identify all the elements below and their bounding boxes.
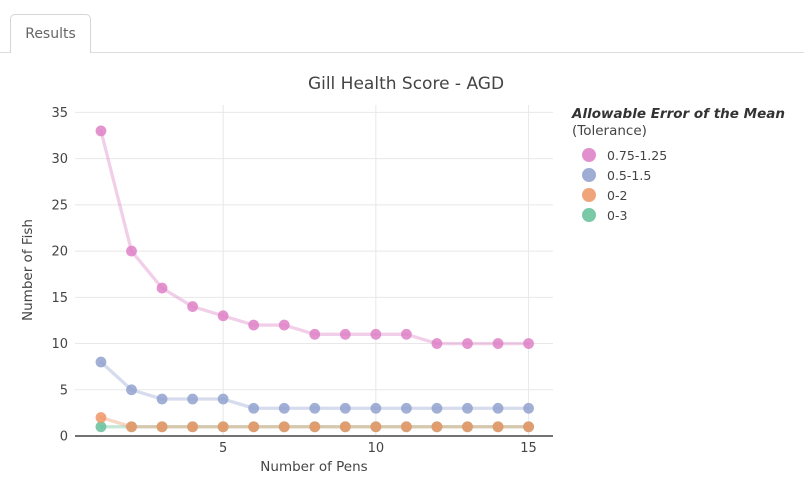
line-chart: 0 5 10 15 20 25 30 35 5 10 15 Gill Health Score - …	[20, 74, 553, 475]
data-point-marker	[431, 338, 443, 349]
data-point-marker	[309, 328, 321, 340]
x-tick-label: 10	[368, 441, 385, 456]
data-point-marker	[431, 402, 443, 414]
data-point-marker	[156, 393, 168, 405]
data-point-marker	[523, 402, 534, 414]
data-point-marker	[400, 402, 412, 414]
legend-item[interactable]: 0.75-1.25	[570, 145, 800, 165]
legend-item[interactable]: 0-2	[570, 185, 800, 205]
legend-label: 0.75-1.25	[607, 147, 668, 163]
data-point-marker	[309, 402, 321, 414]
y-axis-title: Number of Fish	[20, 219, 36, 321]
tab-results-label: Results	[25, 26, 76, 42]
data-point-marker	[400, 328, 412, 340]
data-point-marker	[126, 245, 137, 257]
data-point-marker	[339, 421, 351, 433]
x-axis-title: Number of Pens	[260, 459, 367, 475]
data-point-marker	[278, 421, 290, 433]
data-point-marker	[523, 421, 534, 433]
data-point-marker	[523, 338, 534, 349]
y-tick-label: 10	[51, 337, 68, 352]
data-point-marker	[462, 402, 473, 414]
data-point-marker	[248, 319, 260, 331]
data-point-marker	[187, 393, 198, 405]
chart-panel: 0 5 10 15 20 25 30 35 5 10 15 Gill Health Score - …	[0, 53, 804, 491]
data-point-marker	[492, 402, 504, 414]
data-point-marker	[370, 328, 382, 340]
y-tick-label: 25	[51, 198, 68, 213]
legend-swatch-icon	[582, 168, 596, 182]
tab-bar: Results	[0, 0, 804, 53]
data-point-marker	[95, 125, 107, 137]
data-point-marker	[370, 421, 382, 433]
data-point-marker	[339, 402, 351, 414]
legend-swatch-icon	[582, 208, 596, 222]
tab-results[interactable]: Results	[10, 14, 91, 53]
legend-item[interactable]: 0.5-1.5	[570, 165, 800, 185]
data-point-marker	[217, 310, 229, 322]
legend-label: 0-2	[607, 187, 628, 203]
data-point-marker	[278, 319, 290, 331]
series-line	[99, 129, 531, 346]
y-tick-label: 35	[51, 106, 68, 121]
data-point-marker	[462, 421, 473, 433]
data-point-marker	[492, 421, 504, 433]
chart-title: Gill Health Score - AGD	[308, 74, 504, 94]
legend-subtitle: (Tolerance)	[572, 123, 647, 139]
y-tick-label: 5	[60, 383, 68, 398]
y-tick-label: 0	[60, 430, 68, 445]
data-point-marker	[278, 402, 290, 414]
x-tick-label: 15	[520, 441, 537, 456]
data-point-marker	[95, 412, 107, 423]
data-point-marker	[400, 421, 412, 433]
chart-legend: Allowable Error of the Mean (Tolerance) …	[570, 106, 800, 225]
data-point-marker	[126, 421, 137, 433]
y-tick-label: 20	[51, 245, 68, 260]
legend-items: 0.75-1.25 0.5-1.5 0-2 0-3	[570, 145, 800, 225]
data-point-marker	[187, 301, 198, 312]
y-tick-label: 15	[51, 291, 68, 306]
data-point-marker	[431, 421, 443, 433]
x-tick-label: 5	[219, 441, 227, 456]
data-point-marker	[309, 421, 321, 433]
data-point-marker	[156, 421, 168, 433]
data-point-marker	[126, 384, 137, 396]
data-point-marker	[187, 421, 198, 433]
data-point-marker	[248, 402, 260, 414]
data-point-marker	[248, 421, 260, 433]
legend-title: Allowable Error of the Mean	[572, 106, 785, 122]
legend-label: 0-3	[607, 207, 628, 223]
data-point-marker	[217, 393, 229, 405]
y-tick-label: 30	[51, 152, 68, 167]
data-point-marker	[95, 421, 107, 433]
data-point-marker	[156, 282, 168, 294]
legend-label: 0.5-1.5	[607, 167, 652, 183]
legend-item[interactable]: 0-3	[570, 205, 800, 225]
data-point-marker	[492, 338, 504, 349]
legend-swatch-icon	[582, 188, 596, 202]
data-point-marker	[217, 421, 229, 433]
data-point-marker	[462, 338, 473, 349]
data-point-marker	[339, 328, 351, 340]
legend-swatch-icon	[582, 148, 596, 162]
data-point-marker	[370, 402, 382, 414]
data-point-marker	[95, 356, 107, 368]
